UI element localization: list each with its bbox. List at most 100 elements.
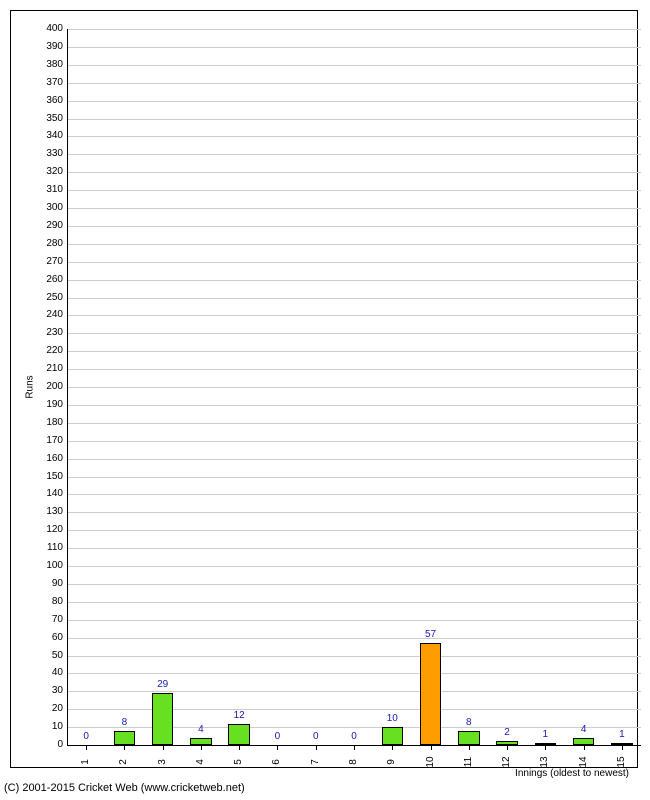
y-tick-label: 220 — [33, 346, 63, 356]
y-tick-label: 120 — [33, 525, 63, 535]
gridline — [67, 387, 641, 388]
x-tick-label: 9 — [387, 752, 397, 772]
gridline — [67, 136, 641, 137]
x-tick-label: 11 — [464, 752, 474, 772]
gridline — [67, 190, 641, 191]
gridline — [67, 459, 641, 460]
y-tick-label: 370 — [33, 78, 63, 88]
bar-value-label: 12 — [224, 711, 254, 721]
y-tick-label: 160 — [33, 454, 63, 464]
y-tick-label: 130 — [33, 507, 63, 517]
y-tick-label: 260 — [33, 275, 63, 285]
y-tick-label: 20 — [33, 704, 63, 714]
bar — [190, 738, 211, 745]
y-tick-label: 0 — [33, 740, 63, 750]
x-tick-label: 8 — [349, 752, 359, 772]
y-tick-label: 340 — [33, 131, 63, 141]
bar-value-label: 4 — [186, 725, 216, 735]
gridline — [67, 369, 641, 370]
bar-value-label: 2 — [492, 728, 522, 738]
bar — [458, 731, 479, 745]
bar — [114, 731, 135, 745]
y-tick-label: 380 — [33, 60, 63, 70]
x-tick-mark — [469, 745, 470, 750]
gridline — [67, 280, 641, 281]
bar-value-label: 0 — [71, 732, 101, 742]
bar-value-label: 4 — [569, 725, 599, 735]
gridline — [67, 351, 641, 352]
gridline — [67, 119, 641, 120]
gridline — [67, 620, 641, 621]
y-tick-label: 150 — [33, 472, 63, 482]
x-tick-mark — [277, 745, 278, 750]
x-tick-mark — [86, 745, 87, 750]
plot-area — [67, 29, 641, 745]
gridline — [67, 154, 641, 155]
chart-frame: 0102030405060708090100110120130140150160… — [0, 0, 650, 800]
y-tick-label: 30 — [33, 686, 63, 696]
x-tick-label: 5 — [234, 752, 244, 772]
y-tick-label: 350 — [33, 114, 63, 124]
bar — [420, 643, 441, 745]
bar-value-label: 1 — [530, 730, 560, 740]
bar-value-label: 0 — [262, 732, 292, 742]
bar — [573, 738, 594, 745]
gridline — [67, 566, 641, 567]
gridline — [67, 494, 641, 495]
y-tick-label: 320 — [33, 167, 63, 177]
bar-value-label: 29 — [148, 680, 178, 690]
y-tick-label: 70 — [33, 615, 63, 625]
gridline — [67, 441, 641, 442]
y-tick-label: 390 — [33, 42, 63, 52]
y-tick-label: 100 — [33, 561, 63, 571]
bar-value-label: 8 — [109, 718, 139, 728]
y-tick-label: 360 — [33, 96, 63, 106]
y-tick-label: 240 — [33, 310, 63, 320]
gridline — [67, 244, 641, 245]
gridline — [67, 405, 641, 406]
bar-value-label: 10 — [377, 714, 407, 724]
bar — [228, 724, 249, 745]
gridline — [67, 512, 641, 513]
gridline — [67, 638, 641, 639]
x-tick-mark — [201, 745, 202, 750]
x-tick-mark — [163, 745, 164, 750]
gridline — [67, 656, 641, 657]
gridline — [67, 315, 641, 316]
y-tick-label: 400 — [33, 24, 63, 34]
x-tick-label: 2 — [119, 752, 129, 772]
gridline — [67, 101, 641, 102]
x-tick-label: 12 — [502, 752, 512, 772]
gridline — [67, 673, 641, 674]
gridline — [67, 333, 641, 334]
gridline — [67, 602, 641, 603]
y-tick-label: 300 — [33, 203, 63, 213]
gridline — [67, 29, 641, 30]
x-tick-label: 1 — [81, 752, 91, 772]
y-tick-label: 140 — [33, 489, 63, 499]
x-tick-mark — [431, 745, 432, 750]
bar-value-label: 0 — [301, 732, 331, 742]
y-tick-label: 40 — [33, 668, 63, 678]
gridline — [67, 262, 641, 263]
y-tick-label: 280 — [33, 239, 63, 249]
x-tick-mark — [124, 745, 125, 750]
bar — [382, 727, 403, 745]
gridline — [67, 226, 641, 227]
y-axis-line — [67, 29, 68, 745]
chart-border: 0102030405060708090100110120130140150160… — [10, 10, 638, 768]
y-tick-label: 200 — [33, 382, 63, 392]
y-tick-label: 180 — [33, 418, 63, 428]
y-tick-label: 60 — [33, 633, 63, 643]
gridline — [67, 298, 641, 299]
y-tick-label: 250 — [33, 293, 63, 303]
x-tick-mark — [316, 745, 317, 750]
y-tick-label: 110 — [33, 543, 63, 553]
y-tick-label: 170 — [33, 436, 63, 446]
gridline — [67, 477, 641, 478]
x-axis-title: Innings (oldest to newest) — [515, 769, 629, 779]
gridline — [67, 584, 641, 585]
x-tick-label: 3 — [158, 752, 168, 772]
bar-value-label: 0 — [339, 732, 369, 742]
copyright-text: (C) 2001-2015 Cricket Web (www.cricketwe… — [4, 783, 245, 794]
